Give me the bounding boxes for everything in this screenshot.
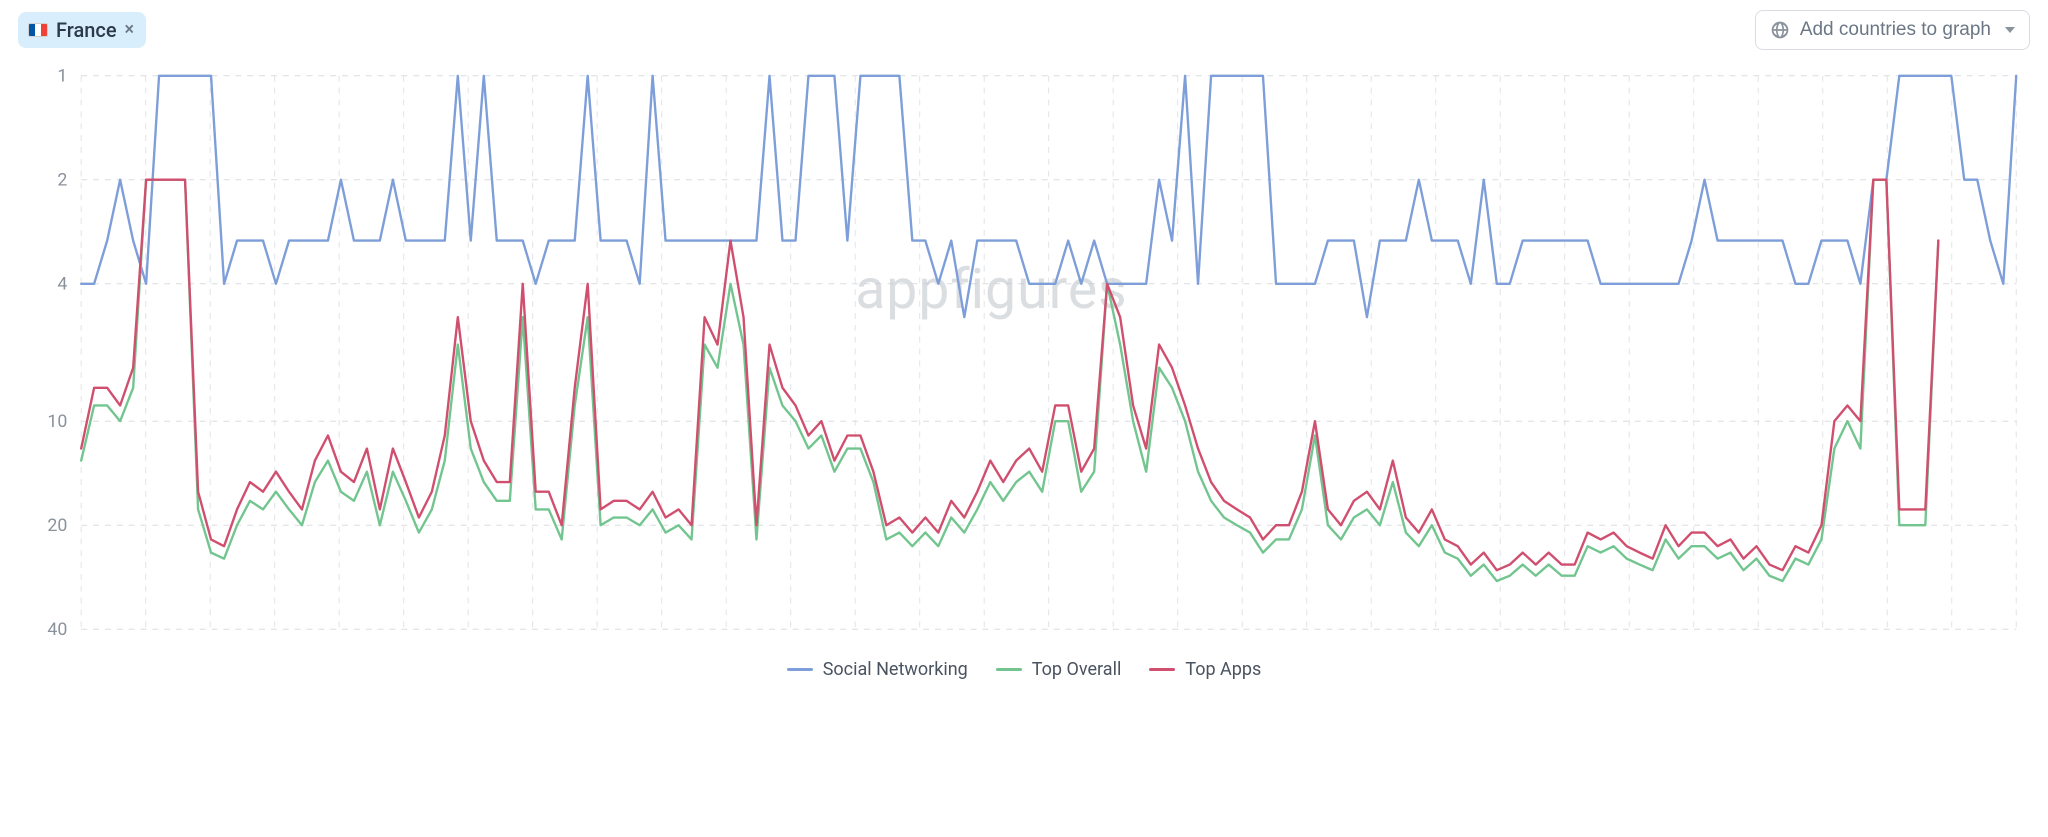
series-line	[81, 180, 1938, 570]
country-chip-label: France	[56, 18, 117, 42]
add-countries-label: Add countries to graph	[1800, 19, 1991, 41]
country-chip-france[interactable]: France ×	[18, 12, 146, 48]
legend-item[interactable]: Social Networking	[787, 659, 968, 680]
legend-item[interactable]: Top Overall	[996, 659, 1122, 680]
add-countries-button[interactable]: Add countries to graph	[1755, 10, 2030, 50]
chart-svg: 124102040appfigures	[12, 56, 2036, 649]
rank-chart: 124102040appfigures	[12, 56, 2036, 649]
france-flag-icon	[28, 23, 48, 37]
legend-label: Social Networking	[823, 659, 968, 680]
globe-icon	[1770, 20, 1790, 40]
svg-text:40: 40	[47, 620, 67, 640]
chevron-down-icon	[2005, 27, 2015, 33]
svg-text:1: 1	[57, 67, 67, 87]
chart-legend: Social Networking Top Overall Top Apps	[12, 649, 2036, 684]
svg-text:2: 2	[57, 171, 67, 191]
legend-item[interactable]: Top Apps	[1149, 659, 1261, 680]
close-icon[interactable]: ×	[125, 21, 135, 39]
svg-text:20: 20	[47, 516, 67, 536]
svg-text:4: 4	[57, 275, 67, 295]
legend-label: Top Apps	[1185, 659, 1261, 680]
legend-label: Top Overall	[1032, 659, 1122, 680]
chart-toolbar: France × Add countries to graph	[12, 10, 2036, 50]
legend-swatch	[996, 668, 1022, 671]
legend-swatch	[787, 668, 813, 671]
svg-text:10: 10	[47, 412, 67, 432]
legend-swatch	[1149, 668, 1175, 671]
